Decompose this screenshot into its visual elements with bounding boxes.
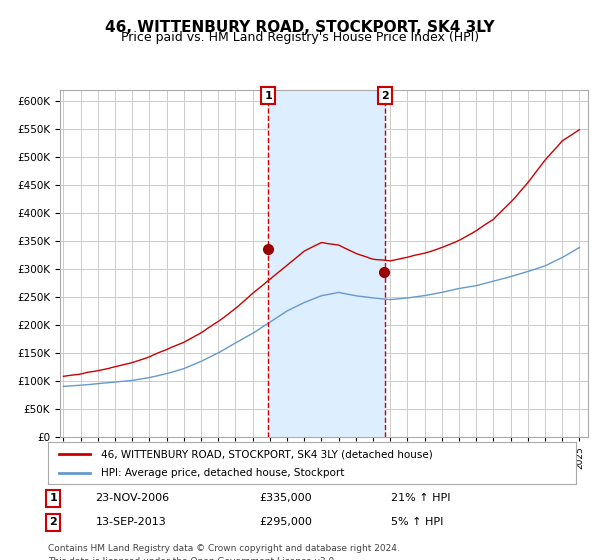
Text: 5% ↑ HPI: 5% ↑ HPI — [391, 517, 443, 528]
Text: 1: 1 — [264, 91, 272, 101]
Text: 13-SEP-2013: 13-SEP-2013 — [95, 517, 166, 528]
Text: Price paid vs. HM Land Registry's House Price Index (HPI): Price paid vs. HM Land Registry's House … — [121, 31, 479, 44]
Text: 2: 2 — [49, 517, 57, 528]
Text: 23-NOV-2006: 23-NOV-2006 — [95, 493, 170, 503]
Text: £335,000: £335,000 — [259, 493, 312, 503]
Bar — [268, 90, 385, 437]
Text: 2: 2 — [381, 91, 389, 101]
Text: 21% ↑ HPI: 21% ↑ HPI — [391, 493, 451, 503]
Text: Contains HM Land Registry data © Crown copyright and database right 2024.
This d: Contains HM Land Registry data © Crown c… — [48, 544, 400, 560]
Text: 1: 1 — [49, 493, 57, 503]
Text: 46, WITTENBURY ROAD, STOCKPORT, SK4 3LY: 46, WITTENBURY ROAD, STOCKPORT, SK4 3LY — [105, 20, 495, 35]
Text: HPI: Average price, detached house, Stockport: HPI: Average price, detached house, Stoc… — [101, 468, 344, 478]
Text: 46, WITTENBURY ROAD, STOCKPORT, SK4 3LY (detached house): 46, WITTENBURY ROAD, STOCKPORT, SK4 3LY … — [101, 449, 433, 459]
Text: £295,000: £295,000 — [259, 517, 312, 528]
